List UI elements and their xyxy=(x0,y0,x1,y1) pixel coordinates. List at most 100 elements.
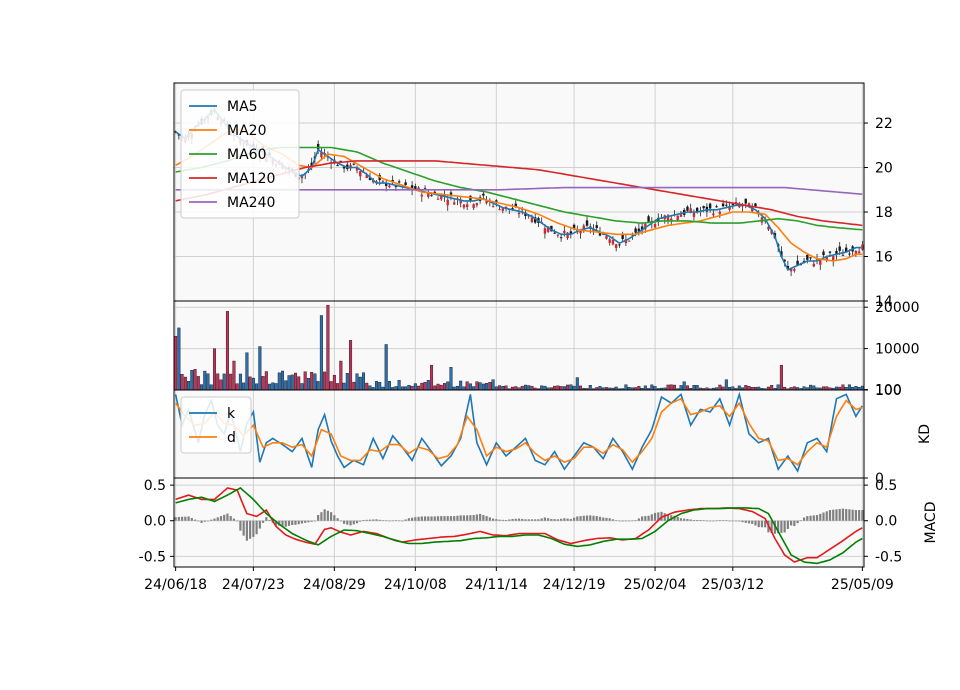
y-tick-label: 16 xyxy=(875,250,893,266)
macd-histogram-bar xyxy=(407,518,410,521)
candle-body xyxy=(783,259,786,262)
volume-bar xyxy=(494,386,498,390)
volume-bar xyxy=(225,311,229,390)
candle-body xyxy=(427,193,430,197)
macd-histogram-bar xyxy=(728,520,731,522)
macd-histogram-bar xyxy=(420,516,423,521)
volume-bar xyxy=(245,352,249,390)
y-tick-label: -0.5 xyxy=(875,549,902,565)
macd-histogram-bar xyxy=(511,518,514,521)
volume-bar xyxy=(426,380,430,390)
macd-histogram-bar xyxy=(644,516,647,521)
volume-bar xyxy=(306,377,310,390)
macd-histogram-bar xyxy=(313,520,317,522)
volume-bar xyxy=(381,386,385,390)
macd-histogram-bar xyxy=(414,517,417,521)
macd-histogram-bar xyxy=(310,520,313,522)
macd-histogram-bar xyxy=(563,518,566,521)
volume-bar xyxy=(255,383,259,390)
candle-body xyxy=(316,143,320,150)
legend-label: MA60 xyxy=(227,147,266,163)
macd-histogram-bar xyxy=(543,517,547,521)
volume-bar xyxy=(575,377,579,390)
macd-histogram-bar xyxy=(854,510,858,521)
macd-histogram-bar xyxy=(653,512,657,521)
candle-body xyxy=(754,203,757,207)
volume-bar xyxy=(608,387,612,390)
macd-histogram-bar xyxy=(589,515,592,521)
macd-histogram-bar xyxy=(385,520,388,522)
x-tick-label: 25/03/12 xyxy=(701,577,764,593)
volume-bar xyxy=(358,376,362,390)
macd-histogram-bar xyxy=(417,516,420,521)
volume-bar xyxy=(258,346,262,390)
macd-histogram-bar xyxy=(793,520,796,527)
candle-body xyxy=(566,232,569,239)
candle-body xyxy=(715,206,718,208)
volume-bar xyxy=(650,384,654,390)
macd-histogram-bar xyxy=(242,520,245,536)
kd-axis-label: KD xyxy=(917,424,933,444)
volume-bar xyxy=(809,384,813,390)
volume-bar xyxy=(579,385,583,390)
candle-body xyxy=(453,202,456,205)
candle-body xyxy=(640,226,644,231)
macd-histogram-bar xyxy=(252,520,255,537)
candle-body xyxy=(815,259,819,261)
candle-body xyxy=(692,212,696,217)
macd-histogram-bar xyxy=(718,520,721,521)
candle-body xyxy=(585,220,589,226)
macd-histogram-bar xyxy=(689,519,692,521)
candle-body xyxy=(336,165,339,167)
candle-body xyxy=(695,207,699,213)
volume-bar xyxy=(520,385,524,390)
y-tick-label: 20 xyxy=(875,161,893,177)
y-tick-label-left: -0.5 xyxy=(139,549,166,565)
candle-body xyxy=(546,226,550,232)
volume-bar xyxy=(611,387,615,390)
volume-bar xyxy=(721,386,725,390)
macd-histogram-bar xyxy=(602,517,605,521)
volume-bar xyxy=(692,385,696,390)
macd-histogram-bar xyxy=(284,520,287,527)
volume-bar xyxy=(362,372,366,390)
volume-bar xyxy=(569,384,573,390)
macd-histogram-bar xyxy=(297,520,300,525)
volume-bar xyxy=(585,388,589,390)
macd-histogram-bar xyxy=(294,520,297,525)
macd-histogram-bar xyxy=(193,519,197,521)
macd-histogram-bar xyxy=(841,508,845,521)
macd-histogram-bar xyxy=(213,518,216,521)
volume-bar xyxy=(553,385,557,390)
candle-body xyxy=(563,230,566,233)
candle-body xyxy=(355,167,359,171)
candle-body xyxy=(556,234,560,236)
volume-bar xyxy=(180,374,184,390)
macd-histogram-bar xyxy=(547,518,550,521)
macd-histogram-bar xyxy=(712,520,715,522)
volume-bar xyxy=(488,382,492,390)
macd-histogram-bar xyxy=(705,520,708,522)
macd-panel: -0.5 -0.5 0.0 0.0 0.5 0.5 MACD xyxy=(139,477,939,568)
volume-bar xyxy=(387,381,391,390)
macd-histogram-bar xyxy=(851,509,854,521)
volume-bar xyxy=(737,385,741,390)
volume-bar xyxy=(679,385,683,390)
candle-body xyxy=(404,182,407,186)
macd-histogram-bar xyxy=(582,515,585,521)
candle-body xyxy=(627,240,631,242)
candle-body xyxy=(300,176,304,179)
volume-bar xyxy=(498,385,502,390)
macd-histogram-bar xyxy=(634,520,637,521)
candle-body xyxy=(397,181,401,183)
kd-panel: 0 100 KD xyxy=(173,383,933,487)
macd-histogram-bar xyxy=(514,518,517,521)
macd-histogram-bar xyxy=(530,519,534,521)
volume-bar xyxy=(196,376,200,390)
candle-body xyxy=(614,244,618,249)
volume-bar xyxy=(514,386,518,390)
candle-body xyxy=(381,180,385,182)
y-tick-label: 14 xyxy=(875,294,893,310)
macd-histogram-bar xyxy=(861,510,864,521)
macd-histogram-bar xyxy=(560,518,563,521)
